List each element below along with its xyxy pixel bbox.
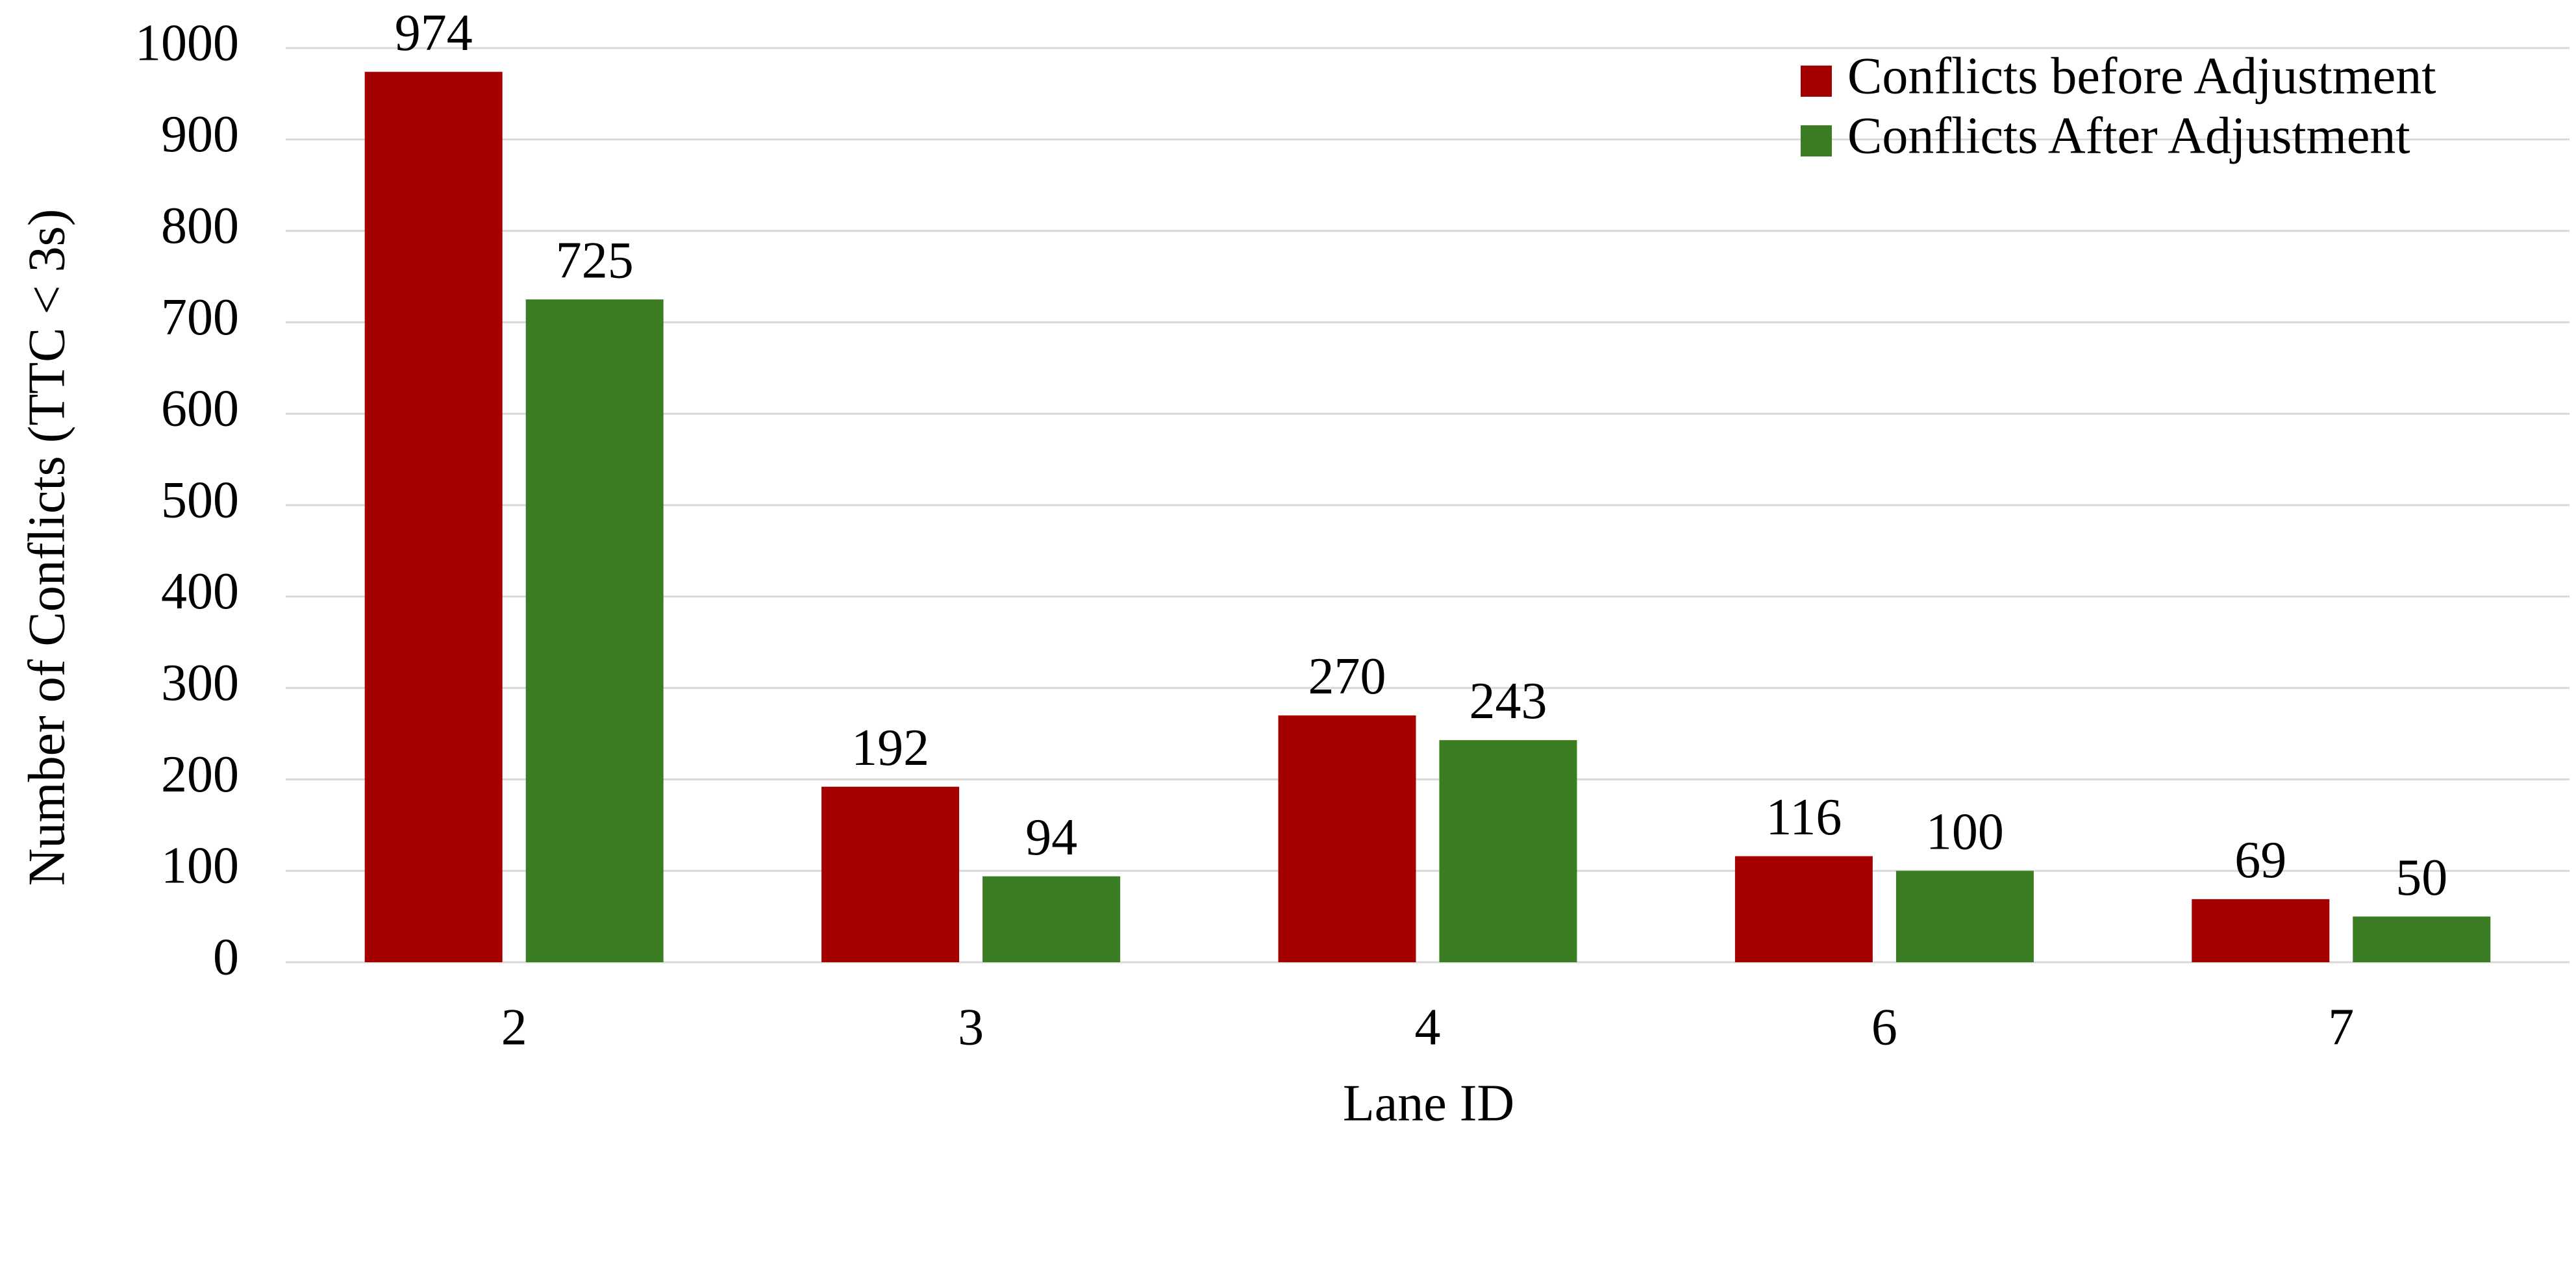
y-axis-title: Number of Conflicts (TTC < 3s) bbox=[18, 209, 75, 886]
x-tick-label: 3 bbox=[958, 999, 984, 1056]
bar bbox=[1895, 871, 2034, 962]
y-tick-label: 500 bbox=[161, 471, 239, 529]
x-tick-label: 4 bbox=[1415, 999, 1441, 1056]
bar bbox=[2192, 899, 2330, 962]
y-tick-label: 800 bbox=[161, 197, 239, 255]
bar bbox=[525, 299, 664, 962]
x-axis-title: Lane ID bbox=[1343, 1075, 1514, 1132]
y-tick-label: 0 bbox=[213, 928, 239, 986]
legend-label: Conflicts before Adjustment bbox=[1847, 47, 2436, 105]
bar bbox=[1278, 715, 1416, 962]
y-tick-label: 100 bbox=[161, 838, 239, 895]
data-label: 50 bbox=[2395, 849, 2447, 906]
y-tick-label: 1000 bbox=[135, 14, 239, 71]
legend-label: Conflicts After Adjustment bbox=[1847, 107, 2410, 164]
bar bbox=[364, 71, 503, 962]
legend-swatch bbox=[1801, 66, 1832, 97]
data-label: 270 bbox=[1308, 648, 1386, 705]
y-tick-label: 300 bbox=[161, 654, 239, 712]
bar bbox=[2353, 916, 2491, 962]
data-label: 116 bbox=[1766, 789, 1842, 846]
y-tick-label: 200 bbox=[161, 746, 239, 803]
data-label: 100 bbox=[1926, 804, 2004, 861]
data-label: 243 bbox=[1469, 673, 1547, 730]
bar bbox=[821, 786, 960, 962]
y-tick-label: 600 bbox=[161, 380, 239, 438]
data-label: 974 bbox=[395, 5, 473, 62]
x-tick-label: 7 bbox=[2328, 999, 2354, 1056]
x-tick-label: 2 bbox=[501, 999, 527, 1056]
data-label: 725 bbox=[556, 232, 634, 290]
bar bbox=[1439, 740, 1577, 962]
data-label: 94 bbox=[1025, 809, 1077, 866]
legend-swatch bbox=[1801, 125, 1832, 156]
data-label: 192 bbox=[851, 719, 929, 777]
bar bbox=[982, 876, 1121, 962]
data-label: 69 bbox=[2234, 832, 2286, 889]
y-tick-label: 400 bbox=[161, 563, 239, 620]
y-tick-label: 900 bbox=[161, 106, 239, 163]
x-tick-label: 6 bbox=[1871, 999, 1897, 1056]
y-tick-label: 700 bbox=[161, 289, 239, 346]
bar bbox=[1734, 856, 1873, 962]
